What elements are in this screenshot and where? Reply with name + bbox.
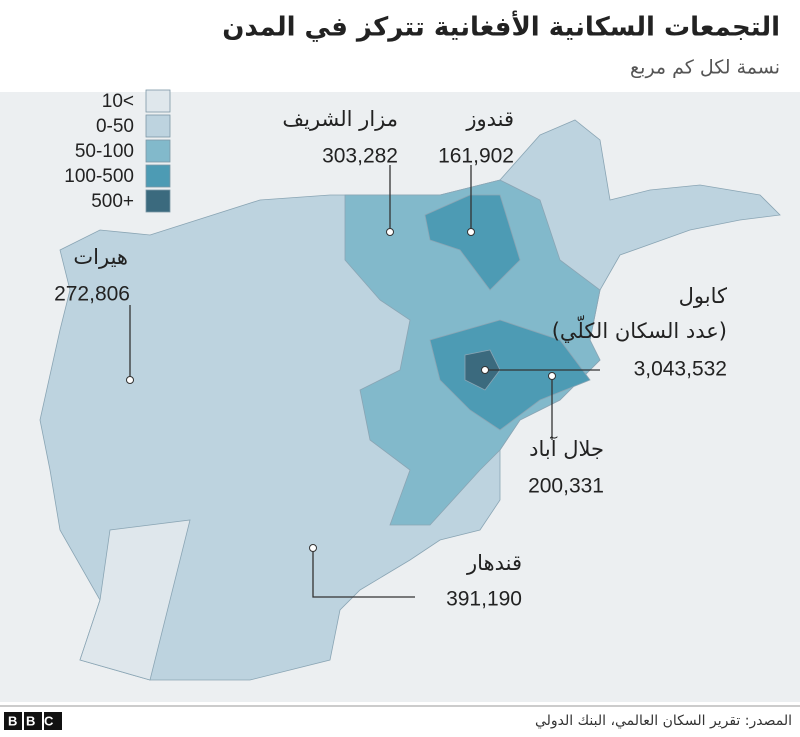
region-lowest <box>79 519 191 681</box>
city-dot <box>548 372 556 380</box>
leader-line <box>312 548 415 598</box>
legend: 10< 0-50 50-100 100-500 500+ <box>64 89 171 213</box>
region-high-kunduz <box>424 194 521 291</box>
logo-box <box>44 712 62 730</box>
legend-swatch <box>145 114 171 138</box>
city-dot <box>309 544 317 552</box>
legend-label: 0-50 <box>96 116 134 137</box>
city-mazar: مزار الشريف 303,282 <box>282 107 398 236</box>
city-jalalabad: جلال آباد 200,331 <box>528 372 604 498</box>
city-kandahar: قندهار 391,190 <box>309 544 522 611</box>
legend-label: 10< <box>102 91 134 112</box>
logo-box <box>24 712 42 730</box>
country-map <box>39 119 781 681</box>
city-dot <box>126 376 134 384</box>
city-dot <box>386 228 394 236</box>
subtitle: نسمة لكل كم مربع <box>630 57 780 79</box>
logo-box <box>4 712 22 730</box>
city-population: 3,043,532 <box>634 358 727 381</box>
city-name: قندهار <box>466 551 522 575</box>
city-kunduz: قندوز 161,902 <box>438 107 514 236</box>
city-kabul: كابول (عدد السكان الكلّي) 3,043,532 <box>481 284 727 381</box>
region-high-kabul <box>429 319 591 431</box>
city-population: 391,190 <box>446 588 522 611</box>
city-name: قندوز <box>465 107 514 131</box>
city-name: جلال آباد <box>529 436 604 461</box>
city-name: هيرات <box>73 245 128 269</box>
bbc-logo: BBC <box>4 712 62 730</box>
city-population: 200,331 <box>528 475 604 498</box>
legend-swatch <box>145 189 171 213</box>
city-note: (عدد السكان الكلّي) <box>552 314 727 343</box>
legend-swatch <box>145 89 171 113</box>
legend-swatch <box>145 164 171 188</box>
logo-text: BBC <box>8 713 62 728</box>
legend-label: 100-500 <box>64 166 134 187</box>
city-herat: هيرات 272,806 <box>54 245 134 384</box>
source-note: المصدر: تقرير السكان العالمي، البنك الدو… <box>535 713 792 729</box>
city-population: 161,902 <box>438 145 514 168</box>
legend-label: 500+ <box>91 191 134 212</box>
legend-swatch <box>145 139 171 163</box>
city-name: مزار الشريف <box>282 107 398 131</box>
city-dot <box>481 366 489 374</box>
title: التجمعات السكانية الأفغانية تتركز في الم… <box>222 11 780 43</box>
city-population: 303,282 <box>322 145 398 168</box>
legend-label: 50-100 <box>75 141 134 162</box>
city-dot <box>467 228 475 236</box>
city-name: كابول <box>679 284 727 308</box>
city-population: 272,806 <box>54 283 130 306</box>
